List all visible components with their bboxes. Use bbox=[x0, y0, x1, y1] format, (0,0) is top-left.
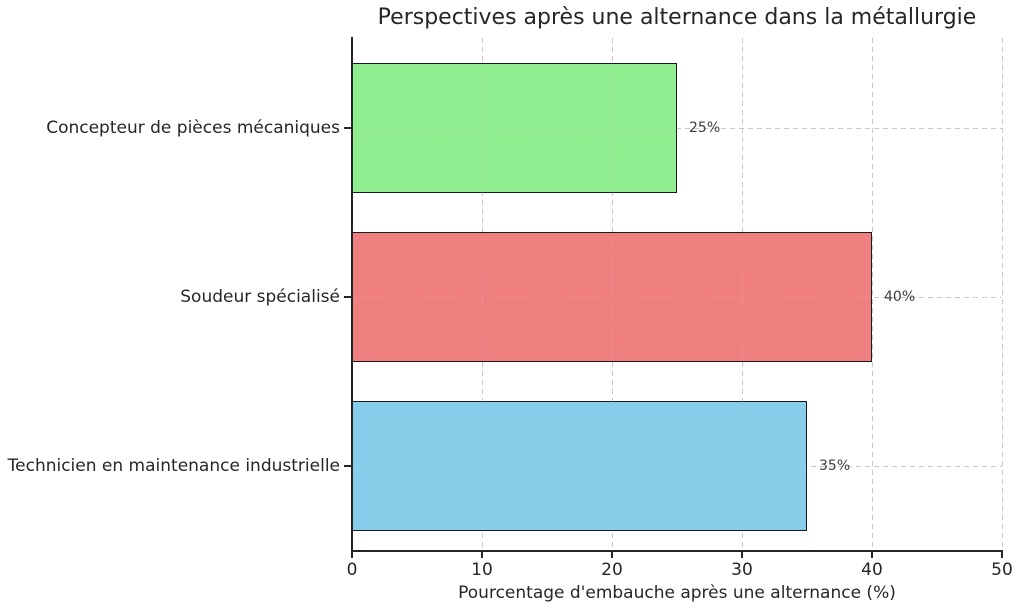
vertical-gridline bbox=[481, 38, 483, 551]
plot-area: 25% 40% 35% bbox=[344, 37, 1003, 558]
x-axis-tick-mark bbox=[351, 552, 353, 558]
x-tick-label: 20 bbox=[601, 560, 623, 580]
bar-value-labels-layer: 25% 40% 35% bbox=[352, 38, 1002, 551]
vertical-gridline bbox=[1001, 38, 1003, 551]
vertical-gridline bbox=[871, 38, 873, 551]
y-axis-tick-mark bbox=[344, 296, 351, 298]
horizontal-gridline bbox=[352, 465, 1002, 467]
x-axis-title: Pourcentage d'embauche après une alterna… bbox=[458, 583, 896, 603]
x-axis-spine bbox=[351, 550, 1003, 552]
x-tick-label: 40 bbox=[861, 560, 883, 580]
bar-value-label: 40% bbox=[884, 289, 916, 305]
y-axis-tick-mark bbox=[344, 465, 351, 467]
bars-layer bbox=[352, 38, 1002, 551]
bar-value-label: 35% bbox=[819, 458, 851, 474]
y-axis-tick-mark bbox=[344, 127, 351, 129]
x-tick-label: 0 bbox=[346, 560, 358, 580]
horizontal-gridline bbox=[352, 127, 1002, 129]
grid-layer-above bbox=[352, 38, 1003, 551]
x-tick-label: 10 bbox=[471, 560, 493, 580]
horizontal-gridline bbox=[352, 127, 1002, 129]
x-axis-tick-mark bbox=[611, 552, 613, 558]
y-tick-label: Concepteur de pièces mécaniques bbox=[46, 118, 340, 138]
vertical-gridline bbox=[871, 38, 873, 551]
chart-title: Perspectives après une alternance dans l… bbox=[377, 5, 977, 30]
x-tick-label: 30 bbox=[731, 560, 753, 580]
x-axis-tick-mark bbox=[741, 552, 743, 558]
horizontal-gridline bbox=[352, 296, 1002, 298]
y-tick-label: Technicien en maintenance industrielle bbox=[7, 456, 340, 476]
bar-value-label: 25% bbox=[689, 120, 721, 136]
y-axis-spine bbox=[351, 37, 353, 552]
vertical-gridline bbox=[1001, 38, 1003, 551]
x-axis-tick-mark bbox=[481, 552, 483, 558]
bar bbox=[352, 401, 807, 531]
x-tick-label: 50 bbox=[991, 560, 1013, 580]
y-tick-label: Soudeur spécialisé bbox=[180, 287, 340, 307]
vertical-gridline bbox=[741, 38, 743, 551]
x-axis-tick-mark bbox=[871, 552, 873, 558]
x-axis-tick-mark bbox=[1001, 552, 1003, 558]
bar bbox=[352, 63, 677, 193]
vertical-gridline bbox=[611, 38, 613, 551]
